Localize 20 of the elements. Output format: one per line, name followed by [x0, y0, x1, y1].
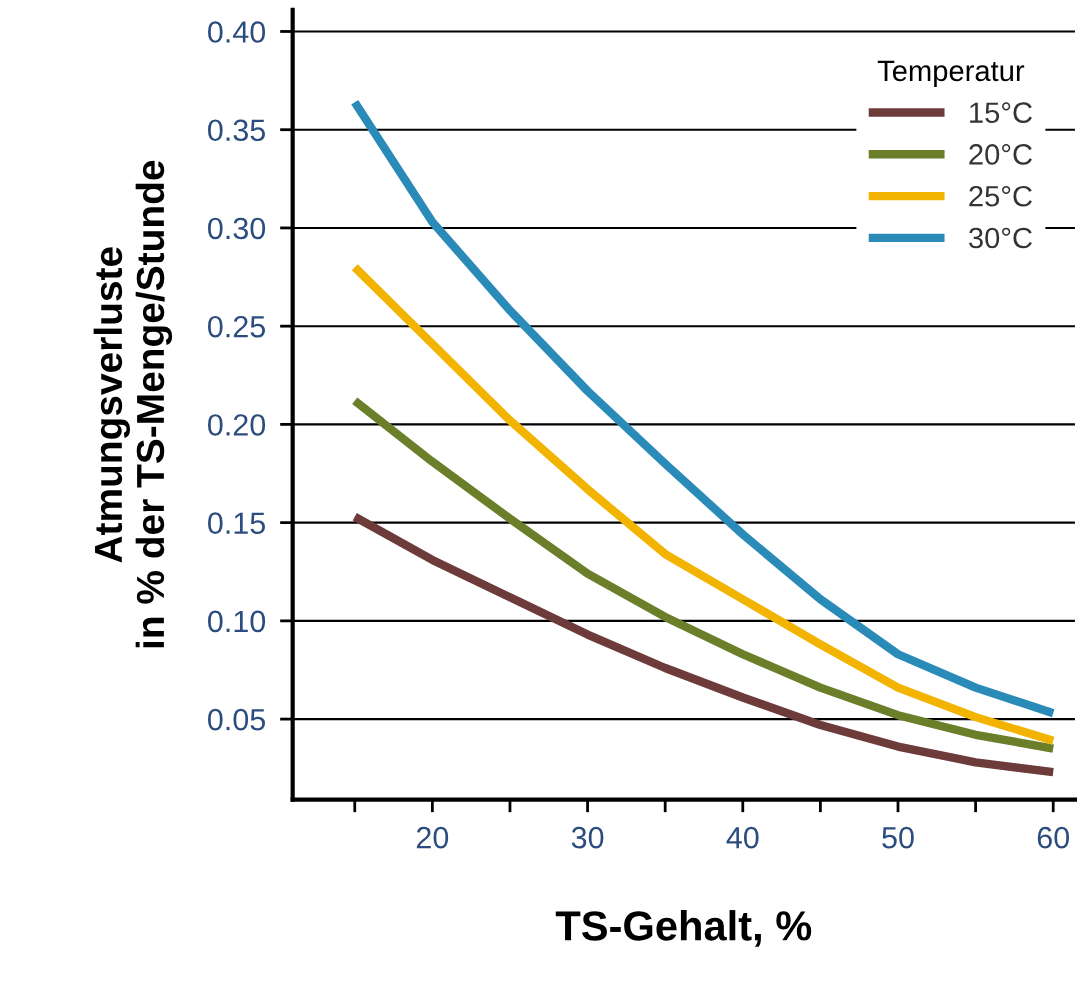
x-tick-label: 40 — [726, 826, 759, 849]
y-tick-label: 0.40 — [208, 21, 266, 43]
legend-label: 20°C — [969, 144, 1032, 165]
y-axis-title: Atmungsverluste in % der TS-Menge/Stunde — [93, 160, 173, 648]
legend-label: 30°C — [969, 227, 1032, 249]
x-tick-label: 60 — [1037, 826, 1070, 849]
y-tick-label: 0.15 — [208, 512, 266, 534]
x-tick-label: 20 — [416, 826, 449, 849]
y-tick-label: 0.05 — [208, 708, 266, 731]
x-tick-label: 30 — [571, 826, 604, 849]
y-tick-label: 0.25 — [208, 315, 266, 338]
x-tick-label: 50 — [882, 826, 914, 849]
legend-title: Temperatur — [877, 60, 1025, 87]
y-tick-label: 0.10 — [208, 610, 266, 633]
legend-label: 25°C — [969, 185, 1032, 207]
y-tick-label: 0.20 — [208, 414, 266, 436]
legend-label: 15°C — [970, 102, 1032, 123]
y-tick-label: 0.35 — [208, 119, 266, 142]
y-tick-label: 0.30 — [208, 217, 266, 240]
x-axis-title: TS-Gehalt, % — [555, 910, 812, 947]
